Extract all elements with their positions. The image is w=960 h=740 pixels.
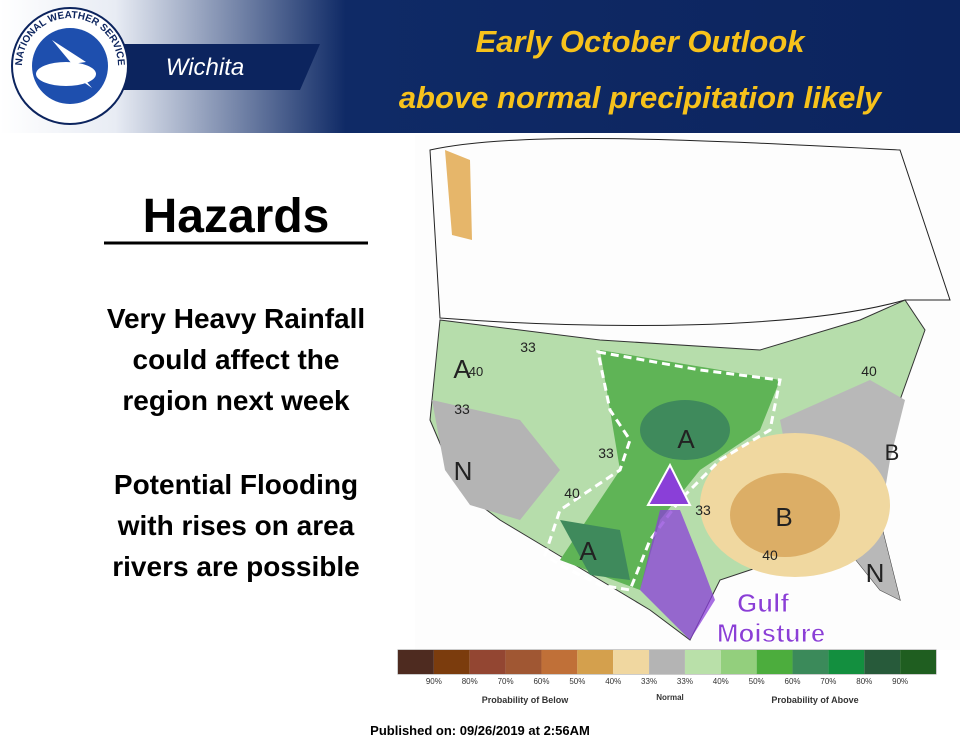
moisture-arrow-head [646,462,692,506]
central-above-core [640,400,730,460]
moisture-arrow-body [640,510,715,640]
legend-label: 33% [677,677,693,686]
hazard-line: rivers are possible [112,551,359,582]
hazard-line: region next week [122,385,350,416]
pacific-nw-area [445,150,472,240]
canada-outline [429,137,951,326]
legend-swatch [433,650,470,674]
legend-swatch [613,650,650,674]
legend-swatch [792,650,829,674]
annotation-line: Moisture [717,618,825,648]
southeast-below-core [730,473,840,557]
legend-label: 90% [892,677,908,686]
west-normal-area [432,400,560,520]
legend-label: 70% [498,677,514,686]
legend-label: 40% [713,677,729,686]
legend-label: 80% [856,677,872,686]
map-label: 40 [861,363,877,379]
map-label: 40 [469,364,483,379]
map-label: A [677,424,695,454]
legend-swatch [541,650,578,674]
legend-label: 60% [533,677,549,686]
legend-swatch [756,650,793,674]
map-label: 40 [762,547,778,563]
map-label: 33 [454,401,470,417]
map-label: B [775,502,792,532]
legend-swatch [398,650,434,674]
legend-swatch [684,650,721,674]
legend-label: 40% [605,677,621,686]
office-banner [90,44,320,90]
legend-swatch [864,650,901,674]
legend-label: 70% [820,677,836,686]
legend-label: 90% [426,677,442,686]
logo-bolt [52,40,92,88]
hazard-line: could affect the [133,344,340,375]
annotation-line: Gulf [737,588,789,618]
legend-swatch [577,650,614,674]
southwest-above-core [560,520,630,580]
legend-swatch [828,650,865,674]
legend-above-title: Probability of Above [771,695,858,705]
legend-swatch [720,650,757,674]
hazard-line: Very Heavy Rainfall [107,303,365,334]
subtitle: above normal precipitation likely [399,80,883,115]
hazards-heading: Hazards [143,190,330,243]
legend-swatch [469,650,506,674]
map-label: 33 [520,339,536,355]
legend-swatch [900,650,936,674]
legend-label: 33% [641,677,657,686]
map-label: A [453,354,471,384]
legend-label: 50% [569,677,585,686]
map-label: 40 [564,485,580,501]
legend: 90% 80% 70% 60% 50% 40% 33% 33% 40% 50% 60% 70% 80% 9… [397,649,937,686]
legend-below-title: Probability of Below [482,695,570,705]
office-name: Wichita [166,54,244,81]
map-label: 33 [598,445,614,461]
title: Early October Outlook [475,24,806,59]
map-label: 33 [695,502,711,518]
heavy-rain-outline [543,350,782,592]
map-label: N [454,456,473,486]
hazard-line: with rises on area [117,510,355,541]
map-label: N [866,558,885,588]
legend-label: 50% [749,677,765,686]
legend-label: 60% [785,677,801,686]
legend-label: 80% [462,677,478,686]
hazard-line: Potential Flooding [114,469,358,500]
legend-normal: Normal [656,693,684,702]
legend-swatch [649,650,685,674]
map-label: B [885,440,900,465]
footer: Published on: 09/26/2019 at 2:56AM [370,723,590,738]
legend-swatch [505,650,542,674]
map-label: A [579,536,597,566]
hazard-items: Very Heavy Rainfall could affect the regio… [107,303,365,582]
